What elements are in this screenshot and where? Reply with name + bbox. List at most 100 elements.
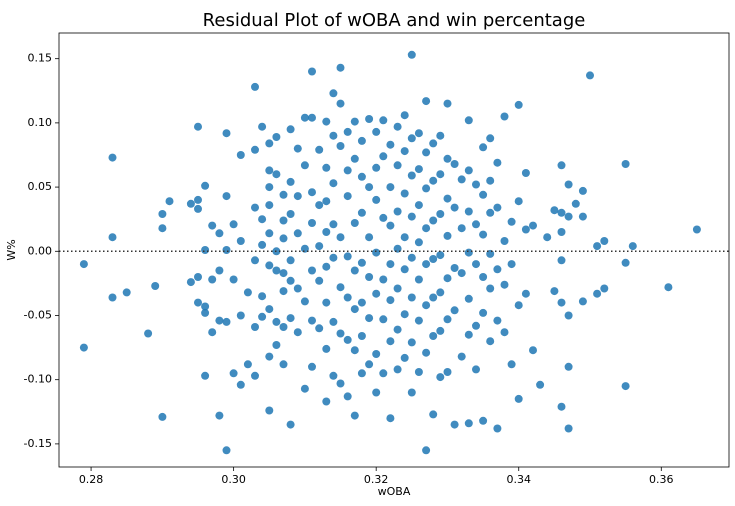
data-point xyxy=(436,288,445,297)
chart-title: Residual Plot of wOBA and win percentage xyxy=(203,10,586,31)
y-tick-label: -0.05 xyxy=(24,308,52,321)
data-point xyxy=(472,260,480,269)
data-point xyxy=(286,420,295,429)
data-point xyxy=(464,116,473,125)
data-point xyxy=(429,410,438,419)
data-point xyxy=(108,233,117,242)
data-point xyxy=(564,311,573,320)
data-point xyxy=(336,233,345,242)
data-point xyxy=(336,329,345,338)
data-point xyxy=(372,195,381,204)
data-point xyxy=(215,229,224,238)
x-tick-label: 0.30 xyxy=(221,473,246,486)
data-point xyxy=(692,225,701,234)
data-point xyxy=(429,293,438,302)
data-point xyxy=(493,158,502,167)
data-point xyxy=(343,392,352,401)
data-point xyxy=(386,221,395,230)
data-point xyxy=(372,289,381,298)
data-point xyxy=(222,317,231,326)
data-point xyxy=(457,352,466,361)
data-point xyxy=(507,260,516,269)
data-point xyxy=(336,379,345,388)
data-point xyxy=(236,311,245,320)
data-point xyxy=(400,310,409,319)
data-point xyxy=(243,288,252,297)
axis-ticks: 0.28 0.30 0.32 0.34 0.36 0.15 0.10 0.05 0.00 -0.0… xyxy=(24,52,674,486)
data-point xyxy=(236,151,245,159)
data-point xyxy=(493,265,502,274)
data-point xyxy=(186,199,195,208)
data-point xyxy=(450,420,459,429)
data-point xyxy=(521,225,530,234)
data-point xyxy=(201,371,210,380)
data-point xyxy=(315,145,324,154)
data-point xyxy=(286,125,295,134)
data-point xyxy=(279,234,288,243)
data-point xyxy=(365,115,374,123)
data-point xyxy=(308,266,316,275)
data-point xyxy=(578,186,587,195)
data-point xyxy=(350,346,359,355)
data-point xyxy=(507,360,516,369)
data-point xyxy=(122,288,131,297)
data-point xyxy=(215,266,224,275)
data-point xyxy=(357,136,366,145)
data-point xyxy=(500,280,509,289)
data-point xyxy=(343,166,352,175)
data-point xyxy=(279,269,288,278)
x-tick-label: 0.32 xyxy=(364,473,389,486)
data-point xyxy=(201,302,210,311)
data-point xyxy=(336,283,345,292)
data-point xyxy=(500,112,509,121)
data-point xyxy=(201,246,210,254)
data-point xyxy=(514,394,523,403)
data-point xyxy=(486,337,495,346)
data-point xyxy=(414,129,423,138)
data-point xyxy=(315,242,324,251)
data-point xyxy=(422,301,431,310)
data-point xyxy=(443,154,452,163)
data-point xyxy=(372,248,381,257)
data-point xyxy=(194,204,202,213)
data-point xyxy=(293,328,302,337)
data-point xyxy=(357,172,366,181)
data-point xyxy=(208,275,217,284)
data-point xyxy=(222,446,231,455)
data-point xyxy=(265,183,274,192)
data-point xyxy=(144,329,153,338)
data-point xyxy=(536,380,545,389)
x-tick-label: 0.36 xyxy=(649,473,674,486)
data-point xyxy=(400,265,409,274)
data-point xyxy=(308,219,316,227)
data-point xyxy=(664,283,673,292)
data-point xyxy=(251,323,259,331)
data-point xyxy=(500,237,509,245)
y-tick-label: -0.10 xyxy=(24,373,52,386)
data-point xyxy=(479,416,488,425)
data-point xyxy=(450,203,459,212)
data-point xyxy=(486,208,495,217)
data-point xyxy=(300,384,309,393)
data-point xyxy=(443,315,452,324)
data-point xyxy=(543,233,552,242)
data-point xyxy=(472,220,480,229)
data-point xyxy=(443,231,452,240)
data-point xyxy=(322,344,331,353)
data-point xyxy=(578,212,587,221)
data-point xyxy=(514,197,523,206)
x-axis-label: wOBA xyxy=(378,485,411,498)
data-point xyxy=(229,220,238,229)
data-point xyxy=(293,284,302,293)
data-point xyxy=(379,369,388,378)
data-point xyxy=(365,273,374,281)
data-point xyxy=(493,203,502,212)
data-point xyxy=(443,194,452,203)
data-point xyxy=(414,238,423,247)
data-point xyxy=(308,316,316,325)
data-point xyxy=(322,163,331,172)
data-point xyxy=(322,117,331,126)
data-point xyxy=(286,256,295,265)
data-point xyxy=(407,171,416,180)
data-point xyxy=(429,216,438,225)
